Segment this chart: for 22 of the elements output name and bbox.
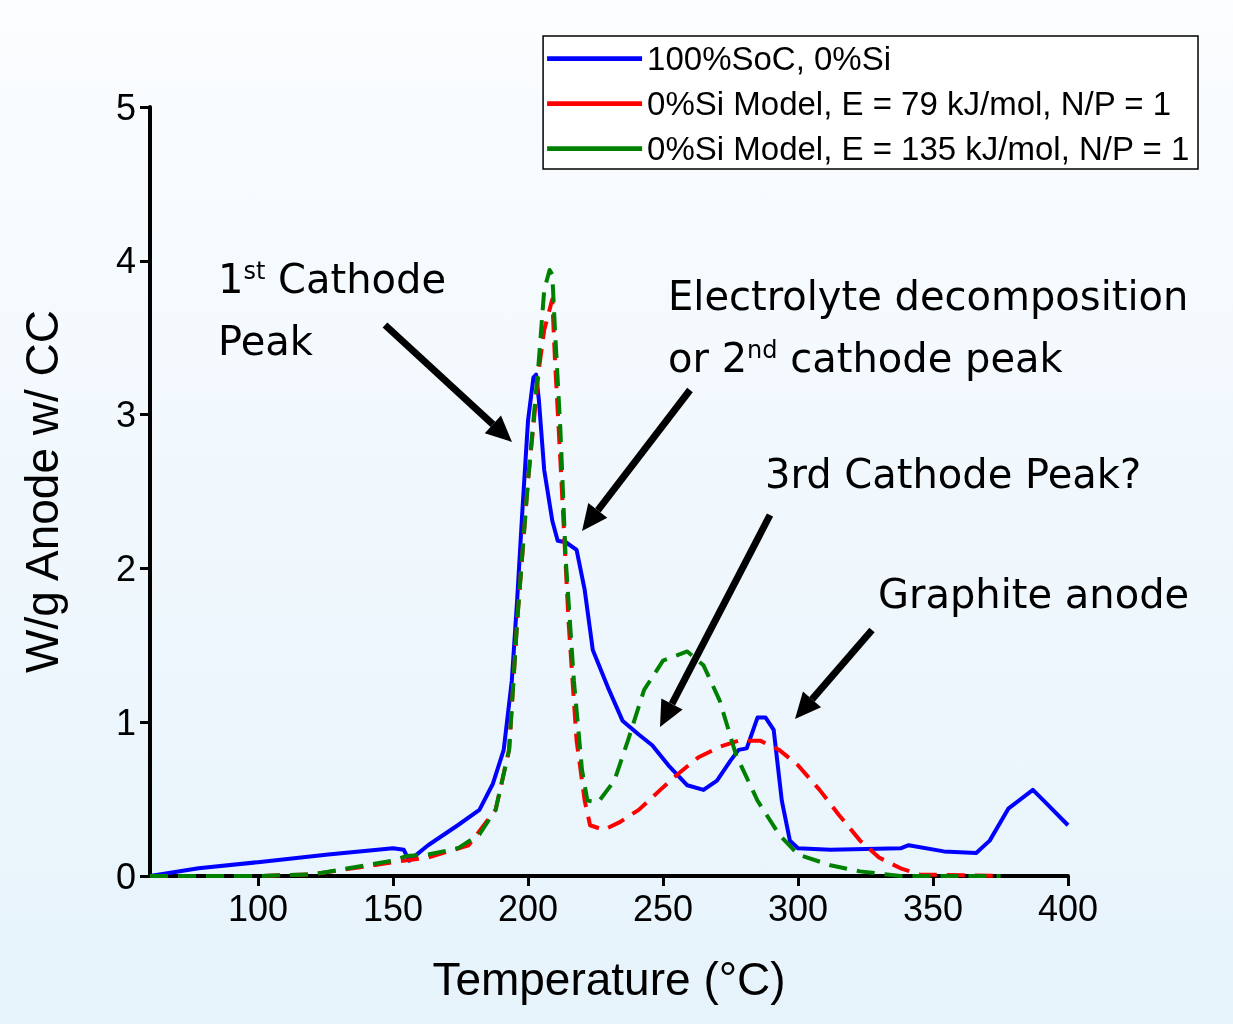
x-tick-label: 150	[362, 887, 424, 929]
x-axis-title: Temperature (°C)	[432, 953, 786, 1005]
x-tick-label: 300	[767, 887, 829, 929]
y-tick-label: 2	[115, 547, 136, 589]
y-tick-label: 0	[115, 855, 136, 897]
x-tick-label: 400	[1037, 887, 1099, 929]
x-tick-label: 250	[632, 887, 694, 929]
y-tick-label: 5	[115, 86, 136, 128]
y-axis-title: W/g Anode w/ CC	[16, 309, 68, 674]
annotation: 3rd Cathode Peak?	[765, 450, 1143, 499]
legend-label: 0%Si Model, E = 135 kJ/mol, N/P = 1	[647, 130, 1190, 167]
x-tick-label: 200	[497, 887, 559, 929]
annotation: Electrolyte decomposition or 2$^{nd}$ cathode peak	[668, 272, 1190, 383]
annotation: Graphite anode	[878, 570, 1191, 619]
x-tick-label: 100	[227, 887, 289, 929]
legend-label: 100%SoC, 0%Si	[647, 40, 892, 77]
y-tick-label: 4	[115, 240, 136, 282]
legend-label: 0%Si Model, E = 79 kJ/mol, N/P = 1	[647, 85, 1172, 122]
y-tick-label: 3	[115, 394, 136, 436]
x-tick-label: 350	[902, 887, 964, 929]
y-tick-label: 1	[115, 701, 136, 743]
annotation: 1$^{st}$ Cathode Peak	[218, 255, 448, 366]
